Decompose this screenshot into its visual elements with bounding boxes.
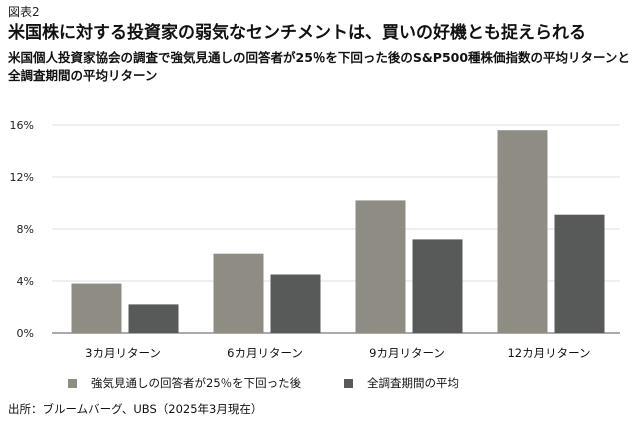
x-tick-label: 9カ月リターン [369, 346, 445, 360]
bar-series-2 [128, 304, 179, 333]
y-tick-label: 4% [17, 275, 34, 288]
bar-series-2 [412, 239, 463, 333]
bar-chart: 0% 4% 8% 12% 16% 3カ月リターン 6カ月リターン 9カ月リターン 12カ月リター… [10, 119, 620, 360]
y-tick-label: 0% [17, 327, 34, 340]
legend-swatch-series-1 [68, 378, 77, 388]
x-tick-label: 6カ月リターン [227, 346, 303, 360]
x-tick-label: 12カ月リターン [507, 346, 590, 360]
legend-label-series-1: 強気見通しの回答者が25％を下回った後 [91, 376, 302, 390]
bar-series-1 [71, 283, 122, 333]
source-note: 出所：ブルームバーグ、UBS（2025年3月現在） [8, 402, 263, 416]
chart-legend: 強気見通しの回答者が25％を下回った後 全調査期間の平均 [8, 374, 643, 392]
bar-series-1 [355, 200, 406, 333]
legend-item-series-1: 強気見通しの回答者が25％を下回った後 [68, 374, 301, 392]
bar-series-2 [270, 274, 321, 333]
y-tick-label: 16% [10, 119, 34, 132]
chart-title: 米国株に対する投資家の弱気なセンチメントは、買いの好機とも捉えられる [8, 23, 586, 43]
chart-subtitle: 米国個人投資家協会の調査で強気見通しの回答者が25％を下回った後のS&P500種… [8, 50, 630, 83]
bar-series-2 [554, 214, 605, 333]
x-tick-label: 3カ月リターン [85, 346, 161, 360]
legend-item-series-2: 全調査期間の平均 [344, 374, 459, 392]
y-tick-label: 12% [10, 171, 34, 184]
legend-label-series-2: 全調査期間の平均 [367, 376, 459, 390]
bar-series-1 [497, 130, 548, 333]
figure-label: 図表2 [8, 5, 40, 19]
bar-series-1 [213, 253, 264, 333]
legend-swatch-series-2 [344, 378, 353, 388]
y-tick-label: 8% [17, 223, 34, 236]
